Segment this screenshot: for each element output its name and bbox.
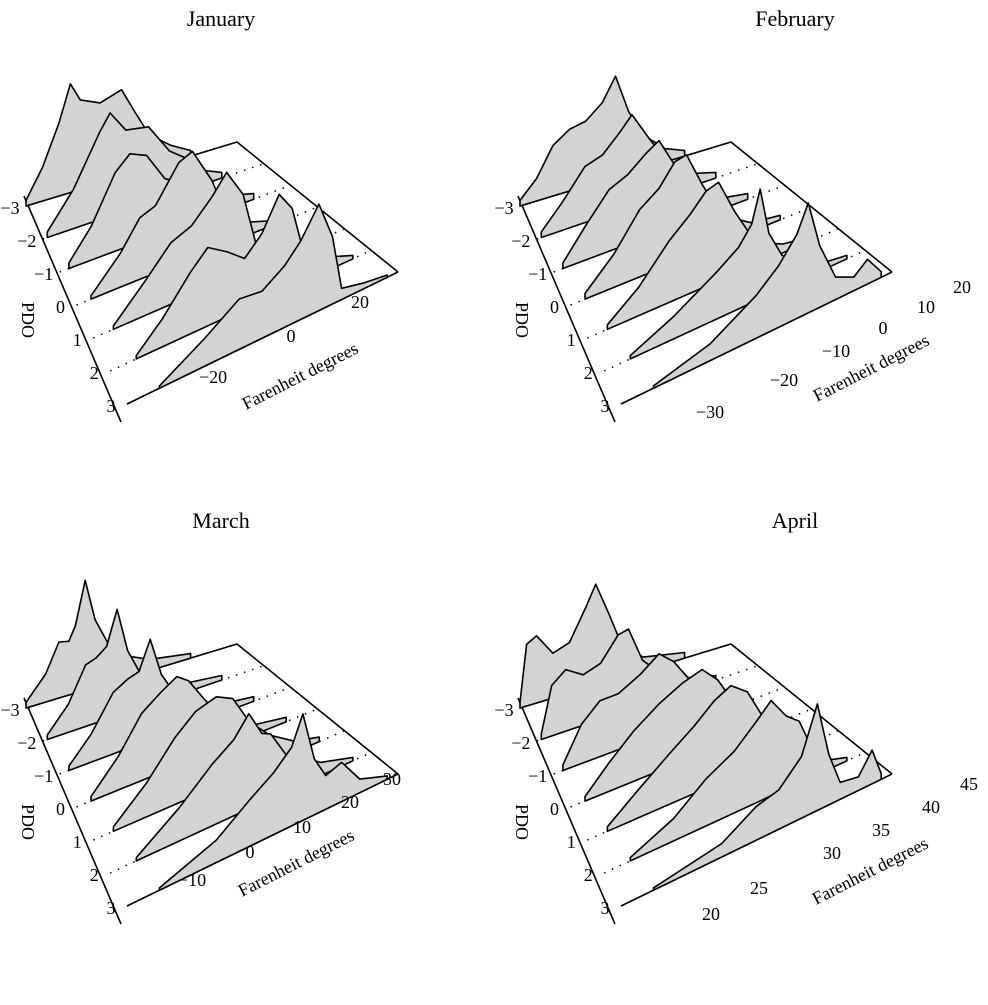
pdo-tick-label: 2 <box>584 363 593 383</box>
pdo-tick-label: −2 <box>17 733 36 753</box>
pdo-tick-label: −2 <box>17 231 36 251</box>
pdo-tick-label: 1 <box>73 832 82 852</box>
pdo-axis-line <box>23 697 122 925</box>
pdo-tick-label: 3 <box>601 396 610 416</box>
density-ridge-pdo-3 <box>158 203 388 389</box>
chart-panel-april: April −3 −2 −1 0 1 2 3 PDO 20 25 30 35 40 45 Farenheit … <box>494 502 988 1004</box>
density-ridge-pdo-2 <box>135 193 354 360</box>
pdo-tick-label: −3 <box>494 700 513 720</box>
temperature-tick-label: 0 <box>287 326 296 346</box>
pdo-tick-label: 0 <box>56 799 65 819</box>
pdo-tick-label: 2 <box>90 865 99 885</box>
ridges <box>519 75 882 389</box>
pdo-axis-label: PDO <box>18 804 38 840</box>
ridgeline-chart-april: April−3−2−10123PDO202530354045Farenheit … <box>494 508 978 925</box>
pdo-tick-label: 2 <box>584 865 593 885</box>
pdo-tick-label: 0 <box>550 297 559 317</box>
temperature-tick-label: 0 <box>879 318 888 338</box>
temperature-tick-label: 30 <box>823 843 841 863</box>
density-ridge-pdo--3 <box>519 75 686 207</box>
pdo-tick-label: 1 <box>567 330 576 350</box>
temperature-tick-label: 10 <box>917 297 935 317</box>
pdo-tick-label: 1 <box>73 330 82 350</box>
density-ridge-pdo-3 <box>652 703 882 891</box>
temperature-tick-label: 20 <box>341 792 359 812</box>
ridgeline-chart-february: February−3−2−10123PDO−30−20−1001020Faren… <box>494 6 971 423</box>
chart-title: March <box>192 508 249 533</box>
chart-title: February <box>755 6 834 31</box>
density-ridge-pdo-3 <box>158 713 388 891</box>
pdo-tick-label: 2 <box>90 363 99 383</box>
pdo-axis-line <box>517 195 616 423</box>
chart-panel-february: February −3 −2 −1 0 1 2 3 PDO −30 −20 −10 0 10 20 Faren… <box>494 0 988 502</box>
temperature-ticks: 20 25 30 35 40 45 <box>702 774 978 924</box>
temperature-tick-label: 30 <box>383 769 401 789</box>
pdo-tick-label: −1 <box>34 264 53 284</box>
pdo-tick-label: −2 <box>511 231 530 251</box>
temperature-tick-label: −30 <box>696 402 724 422</box>
pdo-tick-label: −2 <box>511 733 530 753</box>
pdo-tick-label: 1 <box>567 832 576 852</box>
pdo-tick-label: 3 <box>107 396 116 416</box>
pdo-axis-line <box>517 697 616 925</box>
temperature-axis-label: Farenheit degrees <box>239 338 362 414</box>
pdo-tick-label: −1 <box>528 766 547 786</box>
temperature-tick-label: 10 <box>293 817 311 837</box>
pdo-tick-label: −3 <box>0 198 19 218</box>
temperature-tick-label: 40 <box>922 797 940 817</box>
temperature-tick-label: 20 <box>702 904 720 924</box>
ridges <box>519 583 882 891</box>
temperature-ticks: −10 0 10 20 30 <box>178 769 401 890</box>
pdo-tick-label: −1 <box>34 766 53 786</box>
temperature-tick-label: 45 <box>960 774 978 794</box>
pdo-tick-label: 3 <box>107 898 116 918</box>
density-ridge-pdo-2 <box>629 188 848 360</box>
ridges <box>25 579 388 891</box>
temperature-tick-label: −20 <box>770 370 798 390</box>
density-ridge-pdo-2 <box>629 699 848 862</box>
pdo-tick-label: 0 <box>550 799 559 819</box>
chart-title: January <box>187 6 255 31</box>
pdo-tick-label: −3 <box>494 198 513 218</box>
temperature-tick-label: −20 <box>199 367 227 387</box>
temperature-tick-label: 25 <box>750 878 768 898</box>
chart-panel-january: January −3 −2 −1 0 1 2 3 PDO −20 0 20 Farenheit degr… <box>0 0 494 502</box>
pdo-tick-label: 3 <box>601 898 610 918</box>
temperature-tick-label: −10 <box>822 341 850 361</box>
density-ridge-pdo-2 <box>135 712 354 862</box>
chart-panel-march: March −3 −2 −1 0 1 2 3 PDO −10 0 10 20 30 Farenheit de… <box>0 502 494 1004</box>
pdo-axis-label: PDO <box>512 804 532 840</box>
temperature-tick-label: 35 <box>872 820 890 840</box>
pdo-tick-label: −3 <box>0 700 19 720</box>
pdo-axis-label: PDO <box>512 302 532 338</box>
chart-title: April <box>772 508 818 533</box>
temperature-tick-label: −10 <box>178 870 206 890</box>
pdo-axis-line <box>23 195 122 423</box>
temperature-ticks: −30 −20 −10 0 10 20 <box>696 277 971 422</box>
ridges <box>25 83 388 389</box>
temperature-tick-label: 20 <box>351 292 369 312</box>
temperature-ticks: −20 0 20 <box>199 292 369 387</box>
temperature-tick-label: 0 <box>246 842 255 862</box>
pdo-tick-label: 0 <box>56 297 65 317</box>
pdo-tick-label: −1 <box>528 264 547 284</box>
density-ridge-pdo-3 <box>652 202 882 389</box>
temperature-tick-label: 20 <box>953 277 971 297</box>
pdo-axis-label: PDO <box>18 302 38 338</box>
